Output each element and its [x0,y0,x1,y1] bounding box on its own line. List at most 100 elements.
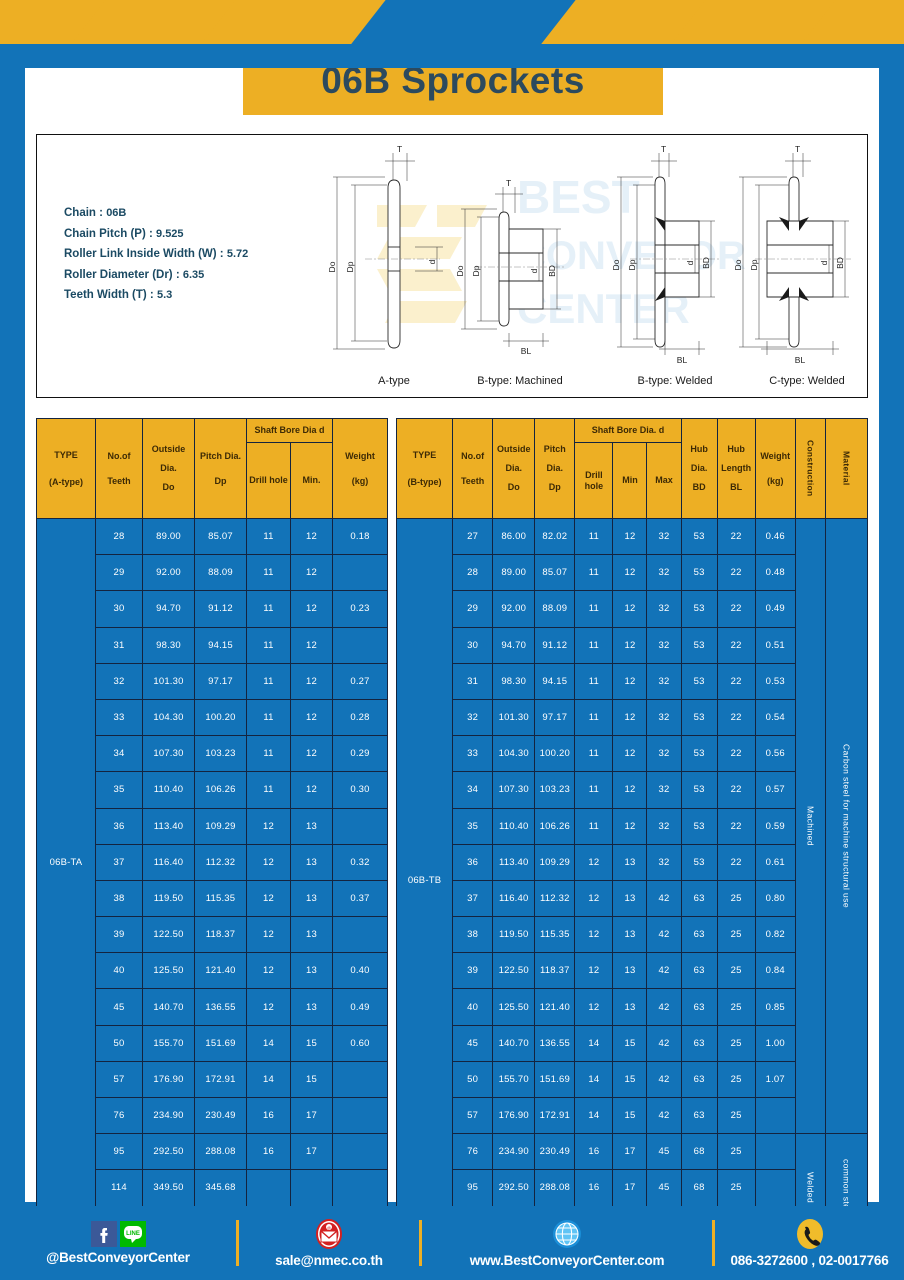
table-cell: 89.00 [142,517,195,556]
footer-item-phone[interactable]: 086-3272600 , 02-0017766 [715,1218,904,1268]
table-row: 57 176.90 172.91 14 15 [37,1060,388,1099]
table-b-head: TYPE (B-type) No.of Teeth Outside Dia. [395,418,869,519]
spec-line: Chain : 06B [64,207,127,219]
table-row: 39 122.50 118.37 12 13 42 63 25 0.84 [397,952,868,990]
table-cell: 25 [716,1169,756,1207]
spec-label: Roller Diameter (Dr) [64,268,173,281]
table-cell: 63 [680,988,718,1026]
table-cell: 11 [246,662,291,700]
table-cell: 39 [95,916,143,954]
table-cell: 106.26 [534,807,576,845]
table-row: 40 125.50 121.40 12 13 0.40 [37,952,388,990]
table-cell: 17 [612,1169,648,1207]
table-row: 38 119.50 115.35 12 13 42 63 25 0.82 [397,916,868,954]
footer-item-social[interactable]: LINE @BestConveyorCenter [0,1221,236,1265]
table-cell: 0.51 [754,626,796,664]
svg-text:d: d [529,268,539,273]
table-cell: 107.30 [142,735,195,773]
table-cell: 14 [574,1096,614,1135]
table-row: 76 234.90 230.49 16 17 [37,1096,388,1135]
th-drill-hole: Drill hole [574,442,614,519]
table-row: 31 98.30 94.15 11 12 32 53 22 0.53 [397,662,868,700]
table-cell: 100.20 [194,698,247,737]
table-cell: 234.90 [142,1096,195,1135]
th-pitch-dia: Pitch Dia. Dp [194,418,247,519]
drawing-b-machined: T Do Dp [455,178,565,356]
table-b-type: TYPE (B-type) No.of Teeth Outside Dia. [395,418,869,1243]
table-row: 50 155.70 151.69 14 15 0.60 [37,1024,388,1062]
th-outside-dia: Outside Dia. Do [142,418,195,519]
svg-text:LINE: LINE [126,1231,140,1237]
table-cell: 95 [452,1169,494,1207]
table-cell: 53 [680,626,718,664]
th-type-sub: (A-type) [49,476,83,487]
svg-text:BL: BL [521,346,532,356]
table-cell: 32 [646,590,682,628]
footer-divider [236,1220,239,1266]
th-type-main: TYPE [54,449,78,460]
footer-item-email[interactable]: @ sale@nmec.co.th [239,1218,419,1268]
table-row: 06B-TA 28 89.00 85.07 11 12 0.18 [36,517,388,1207]
svg-text:BL: BL [677,355,688,365]
table-cell: 12 [574,843,614,881]
table-cell: 116.40 [142,843,195,881]
globe-icon[interactable] [551,1218,583,1250]
svg-text:Do: Do [455,265,465,276]
spec-line: Roller Link Inside Width (W) : 5.72 [64,248,249,260]
table-cell: 12 [246,807,291,845]
table-cell: 13 [612,843,648,881]
table-cell: 97.17 [194,662,247,700]
table-cell: 16 [574,1169,614,1207]
table-cell: 12 [612,554,648,592]
table-cell: 110.40 [492,807,536,845]
table-cell: 15 [289,1024,334,1062]
table-cell: 45 [452,1024,494,1062]
table-cell: 25 [716,988,756,1026]
svg-text:Dp: Dp [471,265,481,276]
table-cell: 63 [680,952,718,990]
spec-label: Teeth Width (T) [64,289,147,301]
table-cell: 92.00 [142,554,195,592]
table-cell: 37 [452,879,494,918]
table-cell: 12 [289,517,334,556]
email-icon[interactable]: @ [313,1218,345,1250]
table-cell: 40 [95,952,143,990]
table-row: 06B-TB 27 86.00 82.02 11 12 32 53 22 0.46 Machined… [395,517,869,1243]
table-cell: 110.40 [142,771,195,809]
facebook-icon[interactable] [90,1221,117,1247]
table-cell: 34 [452,771,494,809]
table-cell: 230.49 [194,1096,247,1135]
table-cell: 42 [646,916,682,954]
svg-text:Do: Do [611,259,621,270]
table-cell: 45 [95,988,143,1026]
footer-item-website[interactable]: www.BestConveyorCenter.com [422,1218,712,1268]
phone-icon[interactable] [794,1218,826,1250]
th-drill-hole: Drill hole [246,442,291,519]
table-row: 33 104.30 100.20 11 12 0.28 [37,698,388,737]
table-cell: 63 [680,916,718,954]
table-cell: 63 [680,879,718,918]
line-icon[interactable]: LINE [119,1221,146,1247]
spec-label: Chain Pitch (P) [64,227,146,240]
table-cell: 176.90 [492,1096,536,1135]
svg-text:BD: BD [547,265,557,277]
table-cell: 88.09 [194,554,247,592]
table-cell: 345.68 [194,1169,247,1207]
table-a-type: TYPE (A-type) No.of Teeth Outside Dia. [36,418,388,1207]
table-cell: 13 [289,952,334,990]
svg-text:Do: Do [327,261,337,272]
table-cell: 22 [716,843,756,881]
drawing-a-type: T Do Dp [327,144,443,350]
table-cell: 12 [246,952,291,990]
spec-value: 06B [106,207,127,219]
table-row: 45 140.70 136.55 14 15 42 63 25 1.00 [397,1024,868,1062]
table-cell: 140.70 [142,988,195,1026]
table-cell: 32 [646,807,682,845]
table-cell: 95 [95,1133,143,1171]
table-cell: 12 [246,916,291,954]
table-cell: 98.30 [142,626,195,664]
table-cell: 40 [452,988,494,1026]
table-row: 36 113.40 109.29 12 13 [37,807,388,845]
table-cell: 119.50 [492,916,536,954]
table-cell: 53 [680,554,718,592]
